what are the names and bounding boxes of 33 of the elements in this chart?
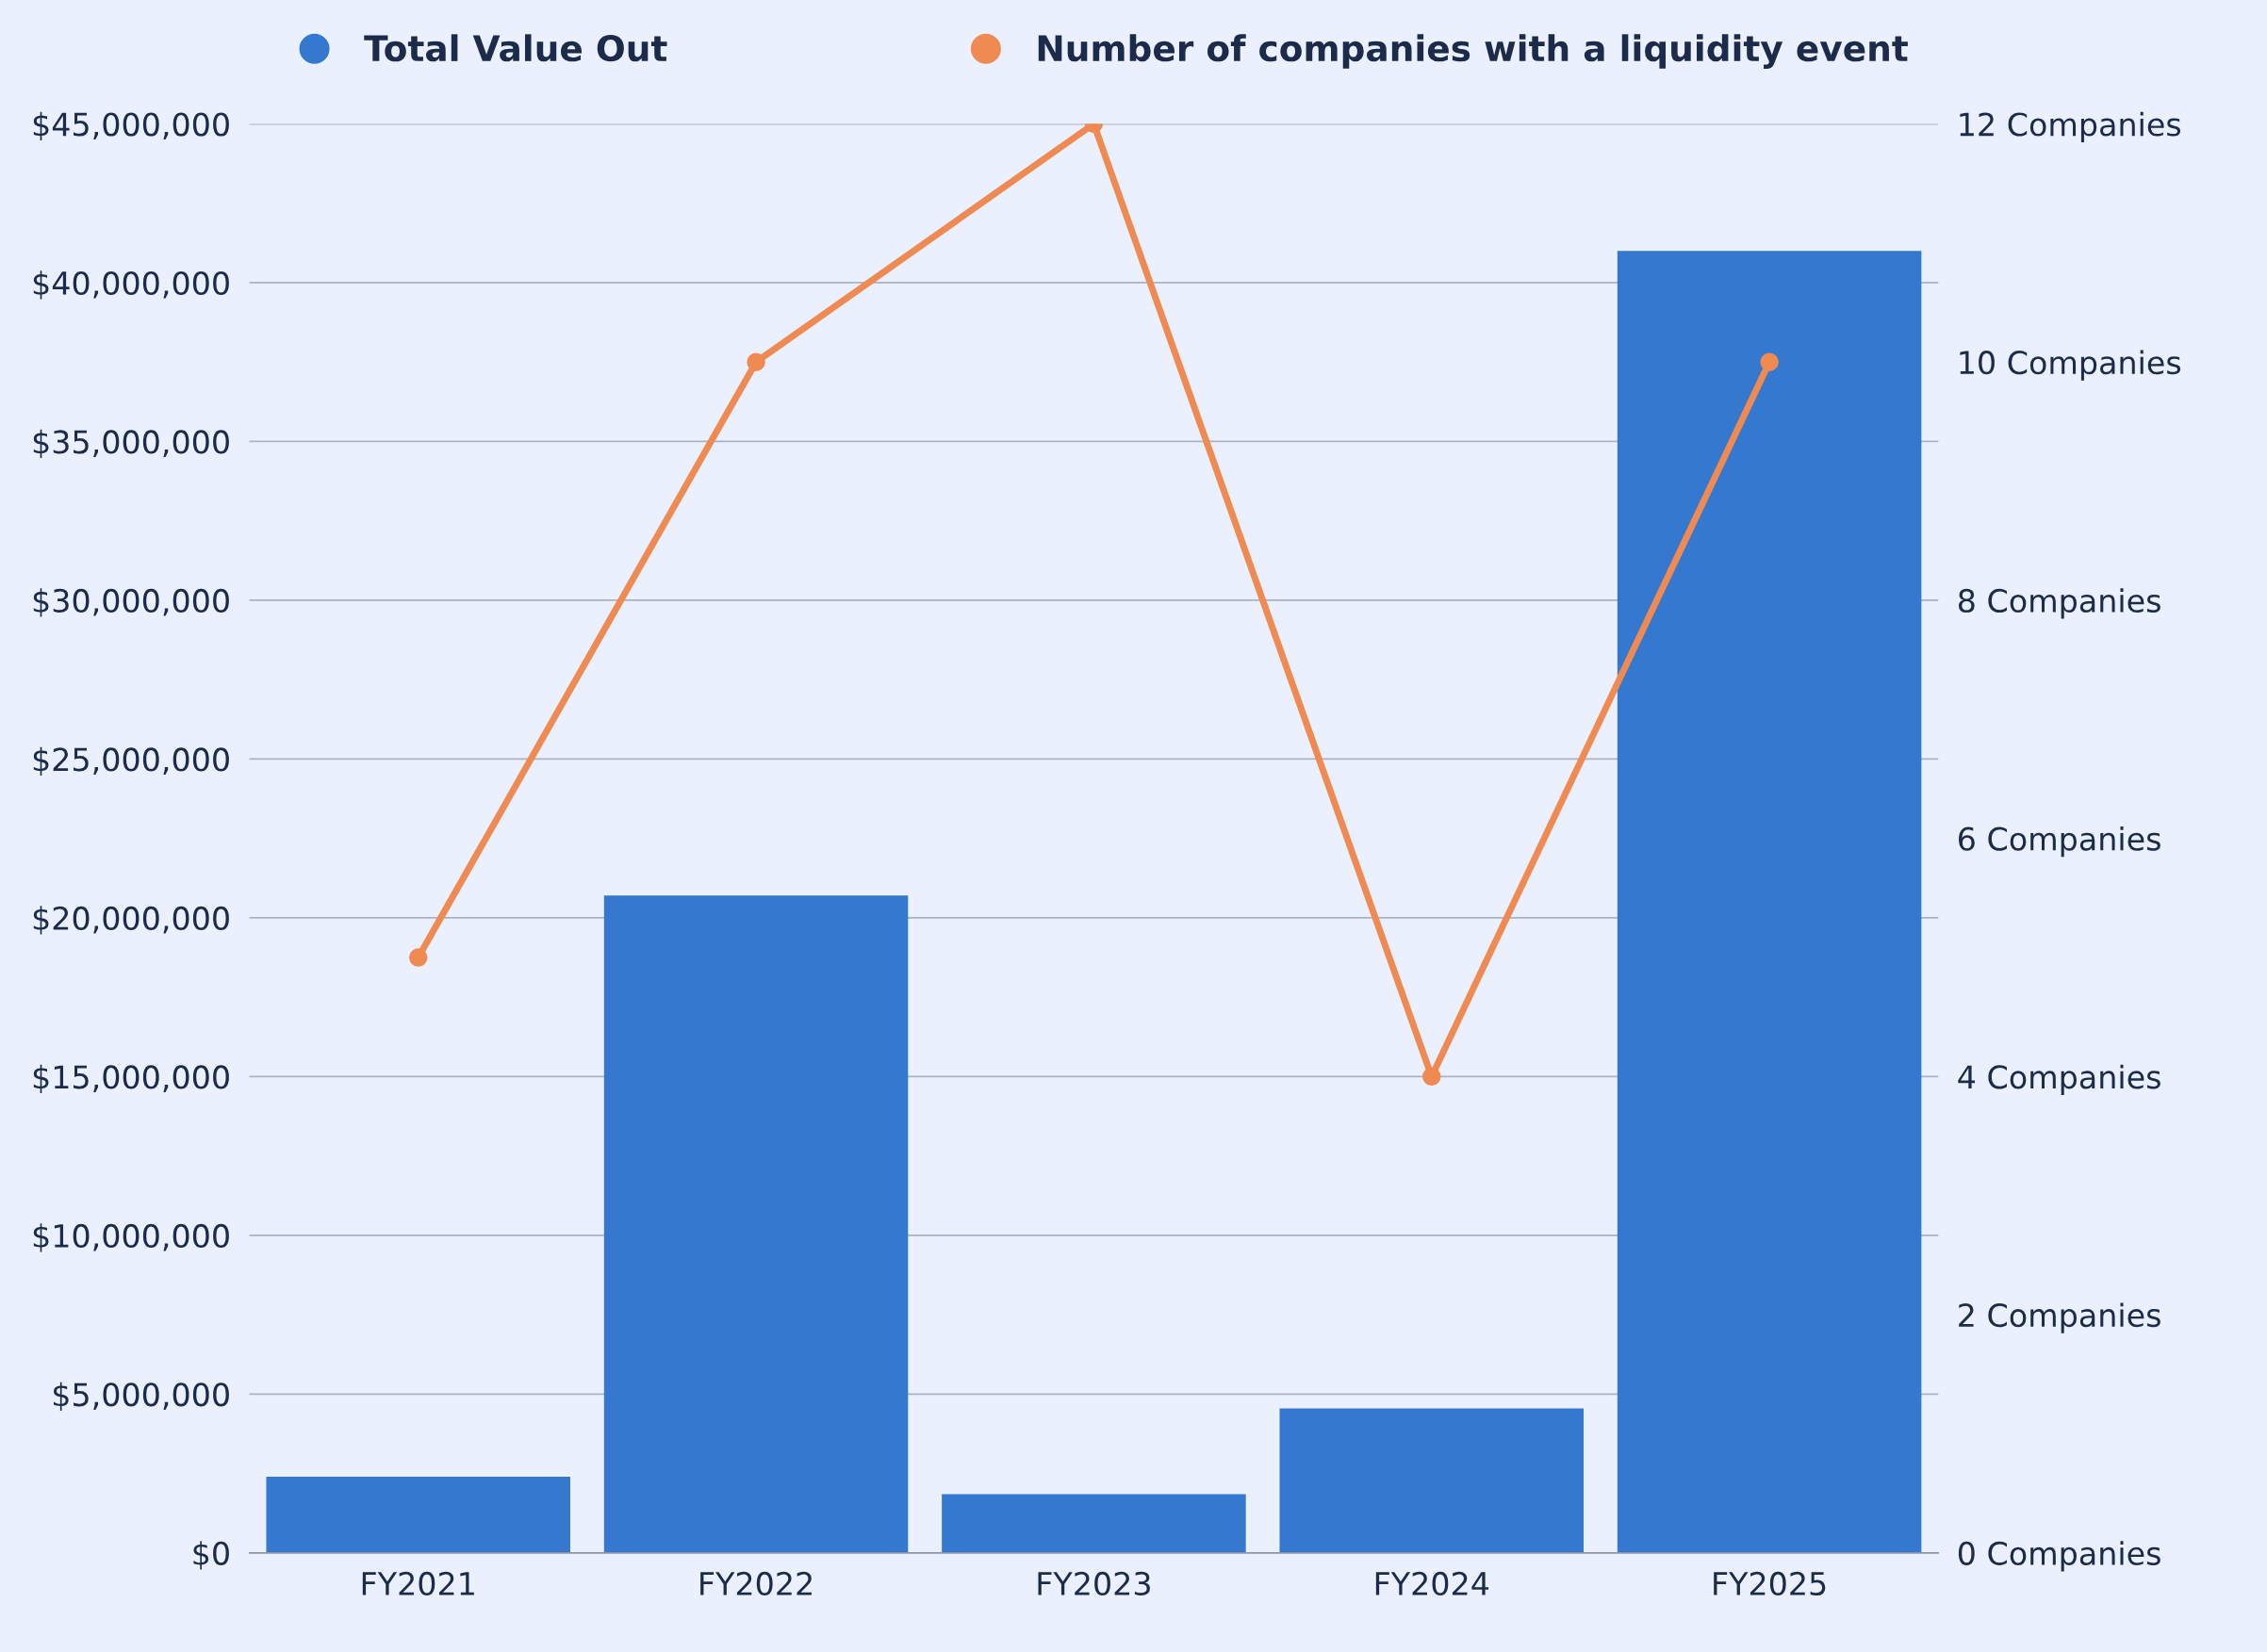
y2-tick-label: 0 Companies	[1958, 1541, 2160, 1572]
legend-label: Total Value Out	[364, 34, 667, 62]
point	[408, 948, 428, 967]
legend-label: Number of companies with a liquidity event	[1038, 34, 1908, 69]
bar	[1617, 251, 1922, 1553]
y-tick-label: $15,000,000	[33, 1064, 229, 1093]
bar	[1279, 1408, 1585, 1553]
x-tick-label: FY2021	[362, 1571, 474, 1596]
x-tick-label: FY2025	[1714, 1571, 1826, 1596]
y-tick-label: $45,000,000	[33, 111, 229, 141]
y2-tick-label: 4 Companies	[1958, 1064, 2160, 1095]
y2-tick-label: 6 Companies	[1959, 826, 2160, 858]
x-tick-label: FY2024	[1375, 1571, 1489, 1596]
y-tick-label: $5,000,000	[54, 1382, 229, 1411]
y-tick-label: $40,000,000	[33, 270, 229, 300]
x-tick-label: FY2023	[1038, 1571, 1150, 1596]
bar	[942, 1494, 1246, 1553]
point	[1760, 352, 1779, 371]
y-tick-label: $10,000,000	[33, 1223, 229, 1252]
y-tick-label: $20,000,000	[33, 906, 229, 935]
bar	[266, 1476, 570, 1553]
y2-tick-label: 2 Companies	[1959, 1302, 2160, 1333]
bar	[603, 895, 909, 1553]
y-tick-label: $25,000,000	[33, 746, 229, 776]
y2-tick-label: 12 Companies	[1960, 111, 2181, 143]
y2-tick-label: 8 Companies	[1958, 588, 2160, 619]
y-tick-label: $30,000,000	[33, 588, 229, 617]
y-tick-label: $0	[193, 1541, 229, 1570]
y2-tick-label: 10 Companies	[1960, 350, 2181, 381]
point	[747, 352, 765, 371]
x-tick-label: FY2022	[700, 1571, 812, 1596]
point	[1422, 1067, 1441, 1087]
y-tick-label: $35,000,000	[33, 429, 229, 459]
